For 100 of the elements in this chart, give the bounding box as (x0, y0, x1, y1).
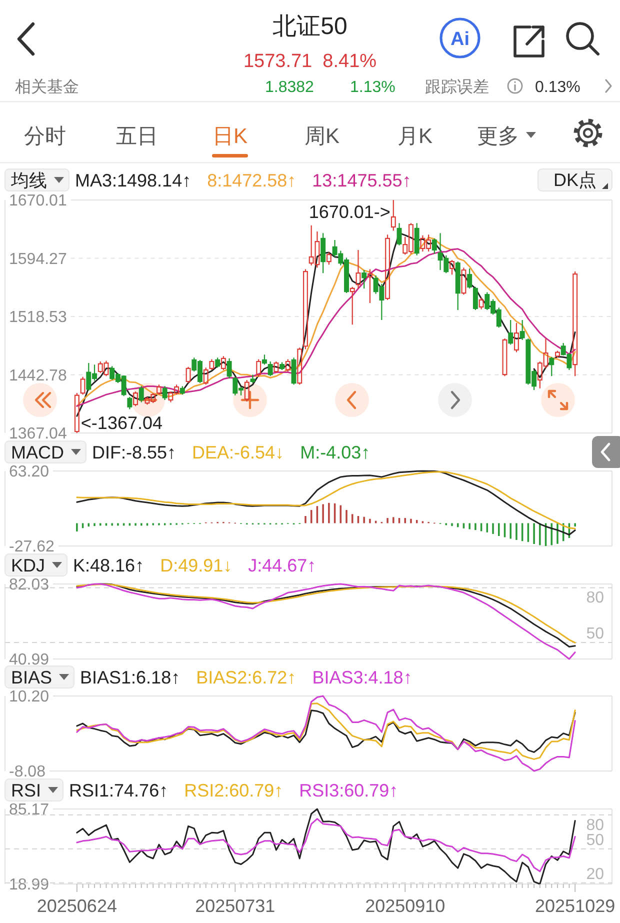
candlestick (520, 319, 525, 341)
candlestick (326, 252, 332, 266)
candlestick (572, 270, 578, 377)
y-tick-label: 82.03 (9, 576, 50, 594)
line-series (76, 583, 576, 660)
text: DK点 (553, 170, 597, 190)
ref-line-label: 80 (586, 816, 604, 834)
y-tick-label: 85.17 (9, 802, 50, 819)
candlestick (256, 358, 262, 378)
text: 日K (212, 125, 248, 148)
candlestick (250, 374, 256, 384)
candlestick (432, 238, 437, 254)
candlestick (127, 396, 132, 410)
text: 相关基金 (15, 78, 79, 96)
candlestick (280, 362, 285, 371)
candlestick (209, 358, 214, 371)
candlestick (502, 338, 508, 377)
candlestick (220, 356, 226, 371)
y-tick-label: 1670.01 (9, 192, 67, 210)
series-label: K:48.16↑ (73, 556, 144, 576)
text: 8:1472.58↑ (207, 170, 296, 190)
text: MA3:1498.14↑ (75, 170, 192, 190)
candlestick (285, 358, 290, 372)
candlestick (555, 350, 560, 358)
candlestick (455, 260, 460, 311)
legend-title: 均线 (10, 170, 47, 190)
y-tick-label: 40.99 (9, 652, 50, 669)
ref-line-label: 50 (586, 832, 604, 849)
x-tick-label: 20251029 (535, 896, 616, 916)
candlestick (396, 222, 402, 246)
line-series (76, 702, 576, 760)
line-series (76, 695, 576, 772)
text: BIAS1:6.18↑ (80, 668, 180, 688)
candlestick (291, 357, 296, 386)
candlestick (303, 268, 308, 350)
candlestick (186, 366, 191, 384)
legend-title: RSI (11, 780, 42, 800)
x-tick-label: 20250731 (195, 896, 276, 916)
text: DIF:-8.55↑ (92, 442, 176, 462)
candlestick (162, 386, 168, 401)
candlestick (385, 234, 390, 301)
line-series (76, 710, 576, 753)
y-tick-label: 1594.27 (9, 250, 67, 268)
candlestick (74, 392, 80, 434)
text: 0.13% (535, 79, 580, 96)
candlestick (215, 357, 220, 368)
candlestick (274, 360, 279, 374)
candlestick (362, 269, 367, 289)
text: Ai (450, 29, 470, 50)
text: 跟踪误差 (425, 78, 489, 96)
legend-title: MACD (11, 442, 64, 462)
candlestick (350, 286, 355, 326)
candlestick (180, 386, 185, 396)
y-tick-label: -27.62 (9, 538, 54, 556)
ref-line-label: 80 (586, 590, 604, 607)
annotation: 1670.01-> (308, 202, 390, 222)
line-series (76, 818, 576, 872)
x-tick-label: 20250910 (365, 896, 446, 916)
candlestick (297, 347, 302, 386)
candlestick (549, 356, 554, 377)
y-tick-label: -8.08 (9, 764, 46, 781)
candlestick (138, 386, 144, 403)
text: M:-4.03↑ (300, 442, 370, 462)
candlestick (133, 390, 138, 407)
candlestick (226, 358, 232, 379)
text: 1.13% (350, 79, 396, 96)
text: 更多 (477, 125, 519, 148)
text: 13:1475.55↑ (312, 170, 412, 190)
candlestick (320, 232, 326, 274)
ref-line-label: 50 (586, 626, 604, 643)
y-tick-label: 63.20 (9, 464, 50, 481)
legend-title: KDJ (11, 556, 46, 576)
candlestick (268, 360, 273, 377)
candlestick (390, 199, 396, 232)
text: 1.8382 (265, 79, 314, 96)
y-tick-label: 10.20 (9, 688, 50, 706)
legend-title: BIAS (11, 668, 52, 688)
ref-line-label: 20 (586, 866, 604, 883)
candlestick (156, 384, 162, 396)
series-label: BIAS3:4.18↑ (312, 668, 412, 688)
y-tick-label: 1442.78 (9, 367, 67, 384)
x-tick-label: 20250624 (36, 896, 117, 916)
candlestick (467, 268, 472, 289)
series-label: J:44.67↑ (248, 556, 316, 576)
series-label: RSI3:60.79↑ (299, 780, 398, 800)
text: 五日 (116, 125, 158, 148)
candlestick (262, 354, 267, 366)
candlestick (367, 268, 372, 304)
candlestick (472, 286, 478, 311)
y-tick-label: 1518.53 (9, 309, 67, 326)
candlestick (244, 379, 250, 402)
series-label: D:49.91↓ (160, 556, 232, 576)
text: 分时 (24, 125, 66, 148)
candlestick (414, 222, 420, 256)
candlestick (356, 249, 361, 289)
line-series (76, 808, 576, 885)
text: 周K (304, 125, 340, 148)
annotation: <-1367.04 (80, 413, 163, 433)
candlestick (514, 322, 519, 353)
candlestick (450, 259, 454, 276)
